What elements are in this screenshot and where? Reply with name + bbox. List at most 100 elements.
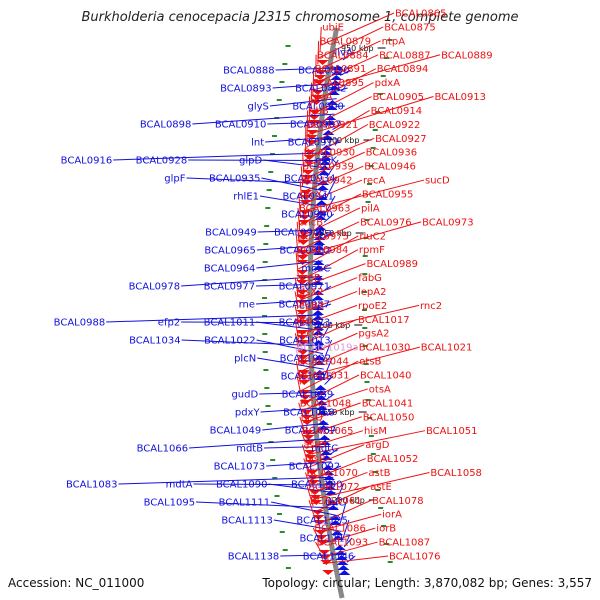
reverse-gene-arrow — [299, 195, 312, 200]
forward-label-line — [323, 213, 335, 223]
forward-gene-label: BCAL1083 — [66, 480, 118, 491]
reverse-label-line — [298, 193, 301, 218]
reverse-label-line — [316, 40, 381, 72]
forward-label-line — [257, 357, 324, 370]
forward-gene-label: mdtA — [166, 480, 193, 491]
forward-gene-arrow — [313, 240, 326, 245]
reverse-gene-arrow — [314, 75, 327, 80]
reverse-gene-label: BCAL1065 — [302, 426, 354, 437]
tick-label: 1150 kbp — [317, 408, 355, 417]
forward-gene-label: BCAL1045 — [281, 372, 333, 383]
forward-label-line — [260, 407, 327, 413]
forward-label-line — [265, 136, 332, 143]
forward-gene-arrow — [327, 90, 340, 95]
forward-gene-arrow — [315, 395, 328, 400]
forward-label-line — [275, 67, 342, 71]
reverse-label-line — [295, 235, 299, 263]
forward-gene-arrow — [335, 555, 348, 560]
reverse-gene-arrow — [299, 200, 312, 205]
forward-gene-label: BCAL0947a — [274, 228, 332, 239]
reverse-label-line — [298, 235, 359, 270]
reverse-gene-labels: BCAL0865 ubiE BCAL0875 BCAL0879 ntpA BCAL0884… — [296, 9, 493, 563]
reverse-label-line — [322, 555, 389, 565]
forward-gene-arrow — [333, 545, 346, 550]
reverse-gene-label: otsB — [359, 357, 381, 368]
forward-label-line — [336, 483, 344, 501]
forward-gene-label: rne — [239, 300, 255, 311]
reverse-gene-label: BCAL0930 — [304, 148, 356, 159]
forward-label-line — [322, 339, 333, 362]
forward-label-line — [268, 483, 336, 494]
reverse-gene-label: lepB2 — [296, 301, 325, 312]
reverse-gene-label: BCAL0879 — [320, 36, 372, 47]
forward-gene-label: lnt — [251, 138, 264, 149]
reverse-gene-label: BCAL0927 — [375, 134, 427, 145]
reverse-label-line — [319, 26, 322, 52]
reverse-label-line — [294, 305, 299, 321]
reverse-gene-label: BCAL1093 — [317, 538, 369, 549]
reverse-label-line — [301, 179, 363, 206]
reverse-label-line — [300, 360, 359, 392]
reverse-label-line — [299, 193, 362, 225]
forward-gene-arrow — [323, 480, 336, 485]
forward-gene-arrow — [331, 70, 344, 75]
forward-gene-label: mdtB — [236, 444, 263, 455]
reverse-label-line — [303, 402, 361, 424]
reverse-label-line — [298, 402, 304, 417]
reverse-gene-arrow — [304, 150, 317, 155]
reverse-gene-label: plsX2 — [296, 287, 324, 298]
reverse-gene-arrow — [320, 560, 333, 565]
reverse-gene-label: rpmF — [359, 245, 385, 256]
reverse-gene-label: BCAL0976 — [360, 217, 412, 228]
forward-label-line — [118, 476, 334, 485]
reverse-gene-label: rluC2 — [359, 231, 386, 242]
reverse-gene-label: BCAL0914 — [371, 106, 423, 117]
reverse-gene-arrow — [296, 250, 309, 255]
reverse-label-line — [295, 360, 302, 385]
reverse-gene-arrow — [300, 410, 313, 415]
map-title: Burkholderia cenocepacia J2315 chromosom… — [81, 10, 518, 25]
gene-arrows — [296, 60, 351, 575]
forward-gene-label: BCAL0888 — [223, 66, 275, 77]
forward-gene-label: BCAL1032 — [280, 354, 332, 365]
forward-gene-label: BCAL1092 — [289, 462, 341, 473]
forward-gene-label: BCAL1138 — [228, 552, 280, 563]
reverse-gene-label: BCAL0894 — [377, 64, 429, 75]
reverse-gene-label: BCAL1021 — [421, 343, 473, 354]
reverse-gene-label: BCAL1072 — [308, 482, 360, 493]
reverse-gene-arrow — [310, 500, 323, 505]
forward-gene-arrow — [326, 100, 339, 105]
reverse-label-line — [312, 471, 430, 501]
reverse-gene-label: BCAL1058 — [430, 468, 482, 479]
reverse-label-line — [304, 416, 362, 437]
reverse-gene-label: BCAL1017 — [358, 315, 410, 326]
forward-gene-label: BCAL1049 — [210, 426, 262, 437]
reverse-gene-label: hisP — [305, 454, 325, 465]
reverse-label-line — [315, 541, 321, 552]
reverse-gene-arrow — [302, 170, 315, 175]
reverse-gene-label: BCAL0895 — [313, 78, 365, 89]
reverse-label-line — [294, 277, 299, 295]
reverse-label-line — [315, 499, 372, 526]
forward-gene-label: BCAL0940 — [281, 210, 333, 221]
forward-label-line — [340, 69, 351, 76]
forward-label-line — [323, 231, 333, 239]
reverse-gene-label: astD — [303, 440, 326, 451]
forward-gene-label: thiC — [325, 498, 345, 509]
reverse-gene-label: recO — [296, 329, 320, 340]
reverse-gene-label: pgsA2 — [358, 329, 389, 340]
reverse-gene-label: BCAL0989 — [367, 259, 419, 270]
reverse-label-lines — [294, 12, 441, 565]
reverse-gene-arrow — [296, 340, 309, 345]
reverse-gene-label: BCAL1070 — [306, 468, 358, 479]
forward-label-line — [181, 321, 323, 324]
reverse-gene-label: BCAL0922 — [369, 120, 421, 131]
reverse-label-line — [298, 221, 360, 251]
reverse-gene-label: rpoE2 — [358, 301, 387, 312]
forward-gene-arrow — [325, 105, 338, 110]
forward-gene-label: BCAL0964 — [204, 264, 256, 275]
forward-gene-arrow — [328, 515, 341, 520]
forward-label-line — [337, 87, 348, 92]
forward-label-line — [328, 429, 338, 432]
